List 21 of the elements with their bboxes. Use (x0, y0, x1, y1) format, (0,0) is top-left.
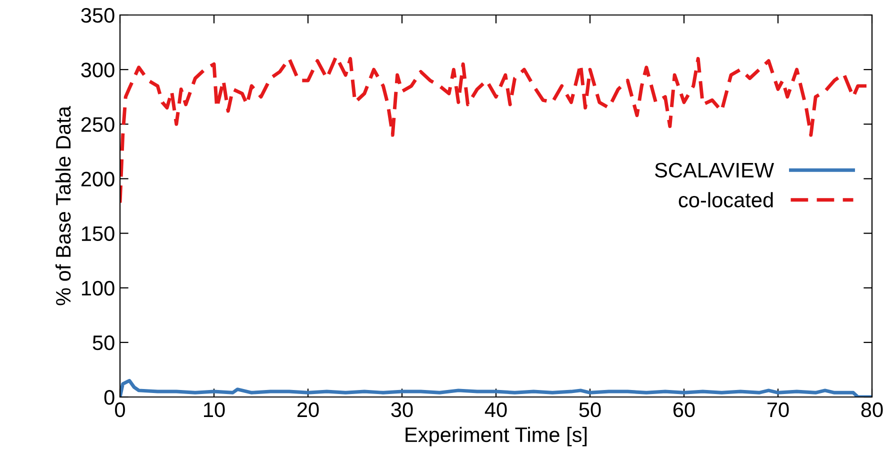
x-tick-label: 30 (391, 402, 413, 418)
x-tick-label: 50 (579, 402, 601, 418)
legend-label: SCALAVIEW (655, 162, 774, 178)
y-tick-label: 200 (81, 172, 114, 186)
y-tick-label: 300 (81, 62, 114, 78)
x-tick-label: 20 (297, 402, 319, 418)
y-axis-title: % of Base Table Data (55, 106, 71, 306)
x-tick-label: 70 (767, 402, 789, 418)
x-tick-label: 80 (861, 402, 883, 418)
y-tick-label: 0 (104, 390, 114, 405)
x-tick-label: 0 (115, 402, 125, 418)
x-tick-label: 10 (204, 402, 225, 418)
x-tick-label: 60 (673, 402, 695, 418)
y-tick-label: 350 (81, 8, 114, 23)
y-tick-label: 100 (82, 280, 114, 296)
y-tick-label: 50 (92, 335, 114, 350)
legend-label: co-located (678, 192, 773, 208)
x-axis-title: Experiment Time [s] (406, 426, 587, 446)
x-tick-label: 40 (484, 402, 507, 418)
y-tick-label: 250 (81, 117, 114, 132)
y-tick-label: 150 (82, 226, 114, 242)
